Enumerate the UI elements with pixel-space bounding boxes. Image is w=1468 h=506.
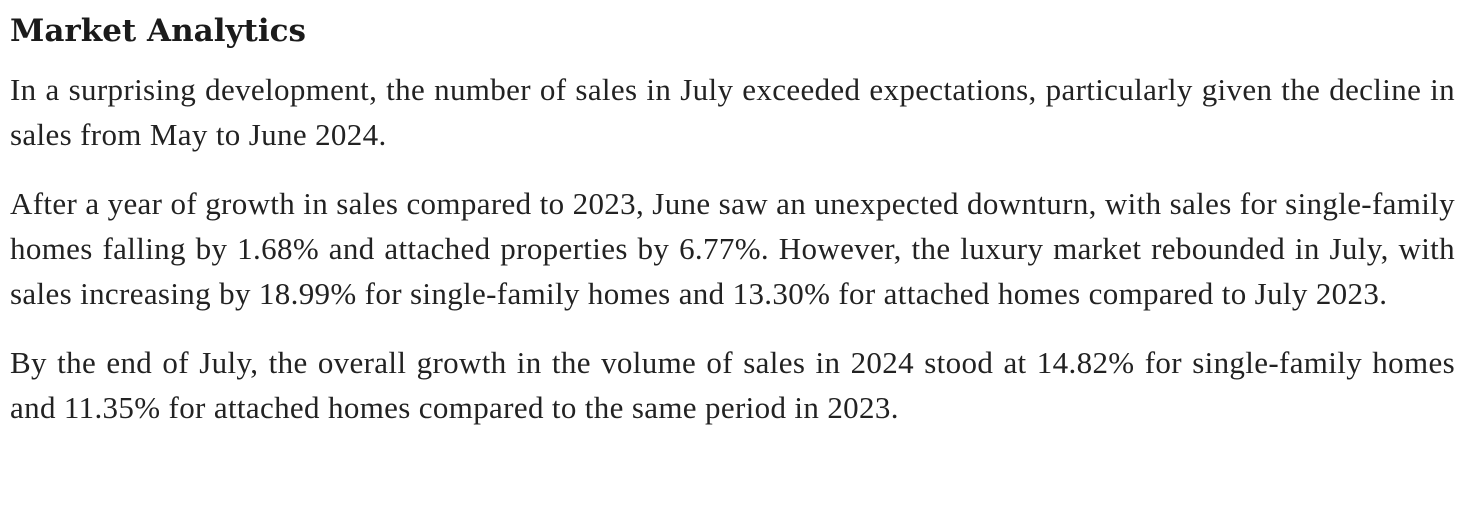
paragraph-june-downturn: After a year of growth in sales compared…: [10, 186, 1455, 311]
paragraph-july-sales: In a surprising development, the number …: [10, 72, 1455, 152]
paragraph-overall-growth: By the end of July, the overall growth i…: [10, 345, 1455, 425]
section-title: Market Analytics: [10, 13, 306, 49]
market-analytics-article: Market Analytics In a surprising develop…: [10, 10, 1455, 430]
